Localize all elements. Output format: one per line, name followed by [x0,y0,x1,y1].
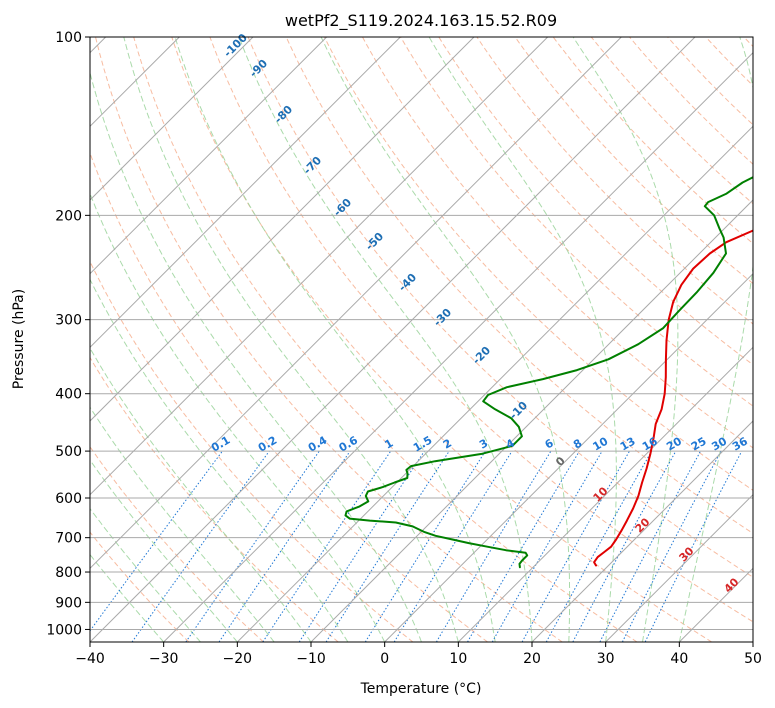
mixing-ratio-line [572,450,677,642]
moist-adiabat [90,70,422,642]
dry-adiabat [590,37,753,205]
isotherm [605,493,753,642]
dry-adiabat [476,37,753,325]
moist-adiabat [678,37,753,642]
y-tick-label: 100 [55,30,82,46]
background-lines [90,37,753,642]
mixing-ratio-line [131,450,270,642]
moist-adiabat [174,37,496,642]
y-tick-label: 800 [55,565,82,581]
isotherm [90,37,549,496]
mixing-ratio-line [599,450,701,642]
moist-adiabat [123,37,459,642]
isotherm [90,37,475,422]
isotherm [90,37,328,275]
isotherm [310,199,753,642]
moist-adiabat [90,553,165,642]
isotherm [90,37,622,570]
plot-frame [89,36,754,643]
dewpoint-line [344,176,753,569]
isotherm [236,125,753,642]
x-tick-label: 40 [670,651,688,667]
moist-adiabat [90,406,275,642]
x-tick-label: −30 [149,651,179,667]
dry-adiabat [285,37,753,534]
x-tick-label: −20 [223,651,253,667]
moist-adiabat [90,459,238,642]
dry-adiabat [209,37,753,623]
mixing-ratio-line [644,450,743,642]
dry-adiabat [90,531,190,642]
y-tick-label: 1000 [46,622,82,638]
dry-adiabat [90,260,414,642]
isotherm [90,37,401,349]
dry-adiabat [95,37,563,642]
x-axis-ticks: −40 −30 −20 −10 0 10 20 30 40 50 [75,642,762,667]
dry-adiabat [247,37,753,578]
dry-adiabat [133,37,638,642]
dry-adiabat [323,37,753,491]
mixing-ratio-line [298,450,425,642]
sounding-lines [344,176,753,569]
isotherm [163,51,753,642]
x-axis-label: Temperature (°C) [360,681,482,697]
x-tick-label: 10 [449,651,467,667]
y-tick-label: 500 [55,444,82,460]
dry-adiabat [90,151,488,642]
x-tick-label: 20 [523,651,541,667]
moist-adiabat [428,37,617,642]
x-tick-label: 30 [597,651,615,667]
mixing-ratio-line [185,450,320,642]
y-tick-label: 400 [55,387,82,403]
x-tick-label: −40 [75,651,105,667]
mixing-ratio-line [90,450,223,632]
moist-adiabat [90,278,349,642]
mixing-ratio-line [364,450,486,642]
x-tick-label: 0 [380,651,389,667]
temperature-line [593,229,753,567]
mixing-ratio-line [491,450,603,642]
isotherm [531,420,753,642]
dry-adiabat [171,37,712,642]
y-tick-label: 300 [55,313,82,329]
y-tick-label: 900 [55,595,82,611]
mixing-ratio-line [325,450,450,642]
x-tick-label: −10 [296,651,326,667]
y-axis-label: Pressure (hPa) [11,289,27,389]
y-tick-label: 200 [55,208,82,224]
mixing-ratio-line [521,450,630,642]
moist-adiabat [90,192,386,642]
chart-title: wetPf2_S119.2024.163.15.52.R09 [285,11,557,31]
moist-adiabat [90,347,312,642]
dry-adiabat [438,37,753,366]
mixing-ratio-line [393,450,513,642]
y-tick-label: 600 [55,491,82,507]
moist-adiabat [572,37,679,642]
isotherm [90,37,696,642]
mixing-ratio-line [218,450,351,642]
dry-adiabat [552,37,753,245]
isotherm [457,346,753,642]
moist-adiabat [90,507,201,642]
y-tick-label: 700 [55,531,82,547]
moist-adiabat [238,37,533,642]
y-axis-ticks: 100 200 300 400 500 600 700 800 900 1000 [46,30,90,638]
mixing-ratio-line [621,450,722,642]
moist-adiabat [320,37,571,642]
isotherm [384,272,753,642]
x-tick-label: 50 [744,651,762,667]
isotherm [90,37,254,201]
